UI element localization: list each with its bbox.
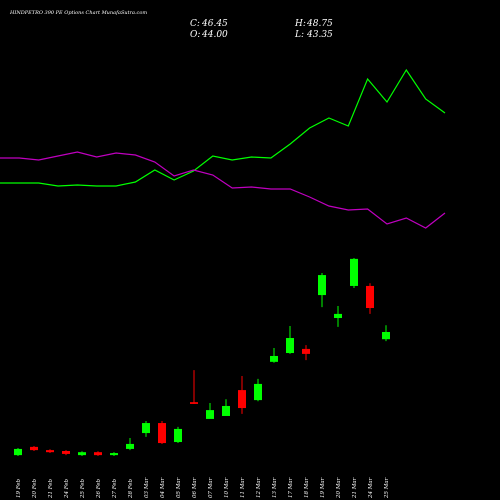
candle-body	[382, 331, 390, 340]
header-label: H:	[294, 19, 306, 29]
candle-body	[350, 258, 358, 286]
indicator-line	[0, 68, 446, 187]
header-value: 46.45	[201, 19, 228, 29]
x-tick-label: 04 Mar	[160, 477, 166, 498]
x-tick-label: 26 Feb	[96, 478, 102, 499]
candle-body	[110, 453, 118, 456]
candle-body	[238, 390, 246, 409]
x-tick-label: 25 Mar	[384, 477, 390, 499]
candle-body	[254, 383, 262, 401]
candle-body	[318, 275, 326, 296]
x-tick-label: 11 Mar	[240, 477, 246, 498]
header-value: 43.35	[306, 30, 333, 40]
candle-body	[334, 313, 342, 319]
candle-body	[270, 355, 278, 362]
candle-body	[366, 285, 374, 309]
header-value: 48.75	[306, 19, 333, 29]
x-tick-label: 07 Mar	[208, 477, 214, 498]
x-tick-label: 05 Mar	[176, 477, 182, 498]
x-tick-label: 12 Mar	[256, 477, 262, 498]
candle-body	[302, 348, 310, 354]
candle-body	[62, 450, 70, 454]
header-label: O:	[190, 30, 200, 40]
x-tick-label: 19 Feb	[16, 478, 22, 498]
chart-title: HINDPETRO 390 PE Options Chart MunafaSut…	[9, 10, 147, 16]
header-label: C:	[190, 19, 200, 29]
candle-body	[222, 405, 230, 416]
x-tick-label: 13 Mar	[272, 477, 278, 498]
x-tick-label: 03 Mar	[144, 477, 150, 498]
x-tick-label: 27 Feb	[112, 478, 118, 499]
x-tick-label: 24 Feb	[64, 478, 70, 499]
candle-body	[46, 450, 54, 453]
x-tick-label: 21 Mar	[352, 477, 358, 499]
x-tick-label: 06 Mar	[192, 477, 198, 498]
candle-body	[286, 338, 294, 354]
x-tick-label: 25 Feb	[80, 478, 86, 499]
indicator-line	[0, 151, 446, 229]
candle-body	[190, 402, 198, 404]
x-tick-label: 21 Feb	[48, 478, 54, 499]
x-tick-label: 19 Mar	[320, 477, 326, 498]
candle-body	[142, 423, 150, 434]
candle-body	[30, 446, 38, 451]
candle-body	[126, 443, 134, 449]
x-tick-label: 28 Feb	[128, 478, 134, 499]
header-value: 44.00	[201, 30, 228, 40]
candle-body	[174, 428, 182, 443]
candle-body	[78, 452, 86, 456]
x-tick-label: 10 Mar	[224, 477, 230, 498]
header-label: L:	[294, 30, 304, 40]
x-tick-label: 24 Mar	[368, 477, 374, 499]
x-tick-label: 20 Feb	[32, 478, 38, 499]
candle-body	[158, 423, 166, 444]
candle-body	[14, 448, 22, 456]
x-tick-label: 20 Mar	[336, 477, 342, 499]
candle-body	[94, 452, 102, 456]
candle-body	[206, 410, 214, 419]
x-tick-label: 18 Mar	[304, 477, 310, 498]
x-tick-label: 17 Mar	[288, 477, 294, 498]
